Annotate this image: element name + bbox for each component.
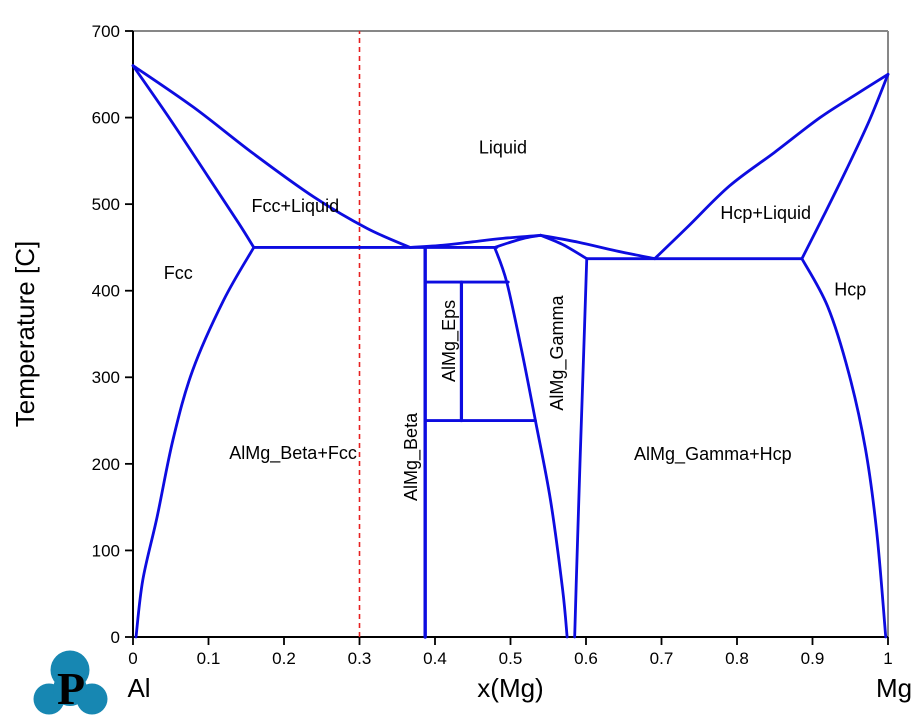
x-tick-label: 0.3: [348, 649, 372, 668]
pandat-logo: P: [33, 650, 108, 715]
region-label-fcc-liquid: Fcc+Liquid: [252, 196, 340, 216]
logo-letter: P: [57, 663, 85, 714]
x-tick-label: 0: [128, 649, 137, 668]
x-tick-label: 0.1: [197, 649, 221, 668]
x-tick-label: 1: [883, 649, 892, 668]
boundary-fcc-liquidus: [131, 64, 412, 249]
y-tick-label: 300: [92, 368, 120, 387]
y-tick-label: 500: [92, 195, 120, 214]
left-endpoint-label: Al: [127, 673, 150, 703]
boundary-fcc-solvus: [134, 246, 256, 639]
boundary-hcp-solvus: [800, 257, 888, 639]
x-tick-label: 0.4: [423, 649, 447, 668]
x-tick-label: 0.5: [499, 649, 523, 668]
y-tick-label: 0: [111, 628, 120, 647]
region-label-almg-gamma: AlMg_Gamma: [547, 295, 568, 411]
x-tick-label: 0.7: [650, 649, 674, 668]
region-label-almg-beta-fcc: AlMg_Beta+Fcc: [229, 443, 357, 464]
x-tick-label: 0.9: [801, 649, 825, 668]
y-tick-label: 200: [92, 455, 120, 474]
boundary-liquidus-beta-to-gamma-max: [408, 233, 543, 249]
region-label-almg-gamma-hcp: AlMg_Gamma+Hcp: [634, 444, 792, 465]
region-label-almg-beta: AlMg_Beta: [401, 412, 422, 501]
y-tick-label: 400: [92, 282, 120, 301]
boundary-hcp-solidus: [800, 72, 890, 261]
y-tick-label: 700: [92, 22, 120, 41]
boundary-fcc-solidus: [131, 64, 256, 249]
y-axis-title: Temperature [C]: [10, 241, 40, 427]
logo-center-fill: [53, 672, 87, 706]
boundary-gamma-solidus-left: [493, 233, 543, 249]
boundary-hcp-liquidus: [653, 72, 890, 261]
boundary-gamma-solvus-right: [573, 257, 589, 639]
boundary-gamma-solidus-right: [539, 233, 589, 261]
y-tick-label: 100: [92, 541, 120, 560]
x-tick-label: 0.2: [272, 649, 296, 668]
region-label-liquid: Liquid: [479, 137, 527, 157]
boundary-liquidus-gamma-max-to-eutectic: [539, 233, 657, 261]
region-label-hcp: Hcp: [834, 279, 866, 299]
region-label-fcc: Fcc: [164, 263, 193, 283]
right-endpoint-label: Mg: [876, 673, 912, 703]
region-label-hcp-liquid: Hcp+Liquid: [720, 203, 811, 223]
y-tick-label: 600: [92, 109, 120, 128]
x-tick-label: 0.8: [725, 649, 749, 668]
x-tick-label: 0.6: [574, 649, 598, 668]
region-label-almg-eps: AlMg_Eps: [439, 300, 460, 382]
x-axis-title: x(Mg): [477, 673, 543, 703]
